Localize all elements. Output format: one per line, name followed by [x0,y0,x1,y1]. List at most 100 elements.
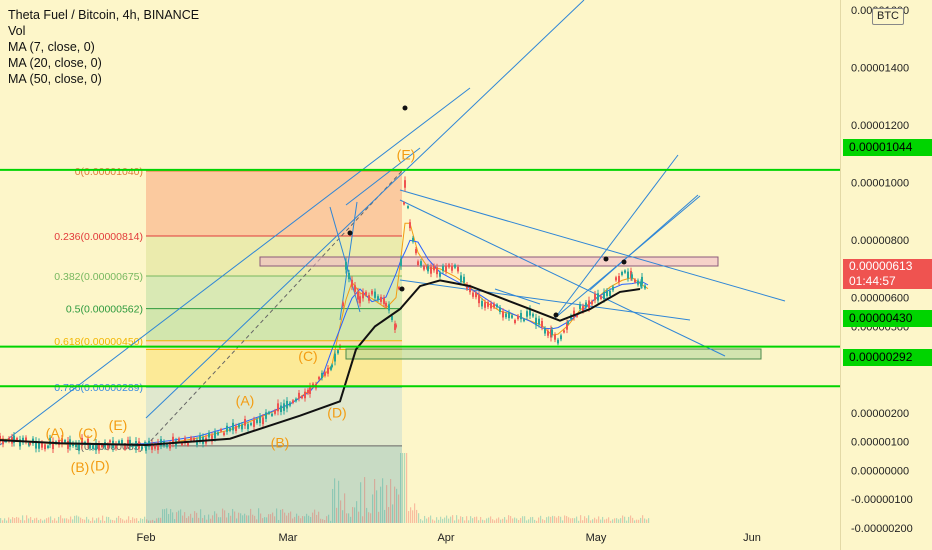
indicator-ma20[interactable]: MA (20, close, 0) [8,56,102,70]
indicator-vol[interactable]: Vol [8,24,26,38]
candle-body [127,439,129,446]
volume-bar [526,520,528,523]
volume-bar [452,515,454,523]
candle-body [271,413,273,416]
chart-legend: Theta Fuel / Bitcoin, 4h, BINANCE Vol MA… [8,7,199,87]
volume-bar [20,519,22,523]
volume-bar [556,517,558,523]
candle-body [460,275,462,283]
candle-body [481,300,483,307]
candle-body [368,295,370,301]
volume-bar [520,517,522,523]
candle-body [487,302,489,307]
volume-bar [318,511,320,523]
volume-bar [316,514,318,523]
volume-bar [472,518,474,523]
volume-bar [170,509,172,523]
candle-body [362,291,364,299]
volume-bar [74,515,76,523]
volume-bar [424,515,426,523]
volume-bar [54,518,56,523]
candle-body [301,396,303,399]
volume-bar [398,494,400,523]
candle-body [151,443,153,450]
volume-bar [72,519,74,523]
candle-body [190,437,192,441]
candle-body [505,313,507,318]
wave-label: (B) [71,459,90,475]
indicator-ma7[interactable]: MA (7, close, 0) [8,40,95,54]
volume-bar [320,518,322,523]
candle-body [25,437,27,443]
wave-label: (A) [236,393,255,409]
volume-bar [156,518,158,523]
candle-body [463,276,465,283]
volume-bar [390,479,392,523]
volume-bar [524,516,526,523]
fib-zone [146,340,402,350]
fib-level-label: 0.236(0.00000814) [54,231,143,243]
candle-body [244,419,246,426]
volume-bar [458,519,460,523]
volume-bar [416,509,418,523]
volume-bar [404,453,406,523]
volume-bar [242,515,244,523]
volume-bar [596,519,598,523]
candle-body [551,329,553,335]
indicator-ma50[interactable]: MA (50, close, 0) [8,72,102,86]
volume-bar [114,520,116,523]
fib-level-label: 0.618(0.00000450) [54,336,143,348]
candle-body [141,446,143,450]
candle-body [295,398,297,402]
ma20-line [0,239,649,446]
volume-bar [346,513,348,523]
candle-body [624,270,626,273]
volume-bar [164,509,166,523]
fib-zone [146,308,402,341]
candle-body [563,330,565,333]
volume-bar [2,520,4,523]
volume-bar [310,516,312,523]
volume-bar [514,517,516,523]
volume-bar [306,513,308,523]
candle-body [359,296,361,304]
candle-body [409,222,411,229]
volume-bar [432,519,434,523]
volume-bar [106,516,108,523]
volume-bar [244,513,246,523]
volume-bar [0,518,2,523]
candle-body [496,304,498,308]
candle-body [383,297,385,304]
candle-body [166,444,168,448]
volume-bar [128,516,130,523]
price-axis-tick: 0.00000100 [851,437,909,449]
candle-body [226,425,228,432]
volume-bar [292,518,294,523]
candle-body [19,439,21,447]
candle-body [87,438,89,446]
symbol-title[interactable]: Theta Fuel / Bitcoin, 4h, BINANCE [8,8,200,22]
volume-bar [616,518,618,523]
volume-bar [620,518,622,523]
volume-bar [264,517,266,523]
volume-bar [516,518,518,523]
volume-bar [608,517,610,523]
volume-bar [446,515,448,523]
volume-bar [408,511,410,523]
volume-bar [578,520,580,523]
trend-line [399,199,726,357]
volume-bar [294,516,296,523]
volume-bar [584,516,586,523]
candle-body [2,438,4,445]
price-axis-tick: 0.00001400 [851,62,909,74]
trend-line [399,189,786,302]
volume-bar [426,518,428,523]
currency-button[interactable]: BTC [872,8,904,25]
volume-bar [206,519,208,523]
volume-bar [564,515,566,523]
volume-bar [586,518,588,523]
volume-bar [422,520,424,523]
volume-bar [634,520,636,523]
